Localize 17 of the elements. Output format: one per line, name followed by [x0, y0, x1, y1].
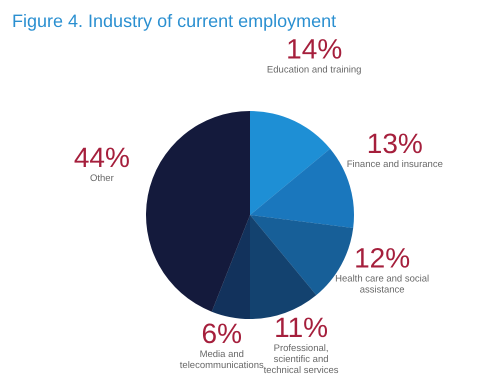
data-label: 14%	[286, 34, 342, 65]
data-label: 44%	[74, 142, 130, 173]
pie-slice	[212, 215, 250, 319]
slice-label: Professional, scientific and technical services	[264, 342, 339, 376]
pie-slice	[250, 215, 316, 319]
slice-label: Education and training	[266, 64, 362, 76]
data-label: 6%	[202, 318, 242, 350]
slice-label: Media and telecommunications	[180, 349, 264, 372]
slice-label: Other	[90, 172, 114, 184]
pie-slice	[146, 111, 250, 312]
data-label: 11%	[274, 312, 328, 343]
slice-label: Finance and insurance	[346, 158, 443, 170]
chart-title: Figure 4. Industry of current employment	[12, 11, 336, 31]
pie-slice	[250, 111, 330, 215]
data-label: 12%	[354, 242, 410, 274]
slice-label: Health care and social assistance	[335, 274, 430, 296]
data-label: 13%	[366, 128, 423, 159]
